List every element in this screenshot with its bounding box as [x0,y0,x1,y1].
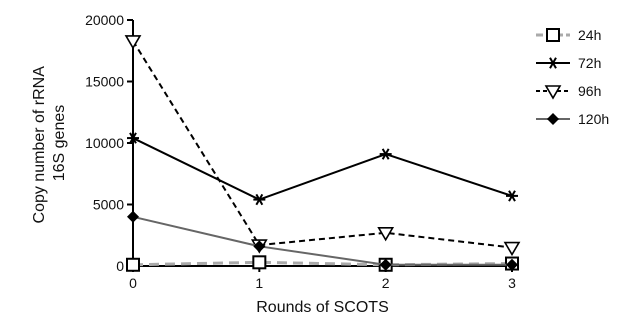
x-tick-label: 0 [129,275,137,291]
data-point-72h [379,148,392,160]
x-axis-title: Rounds of SCOTS [256,299,389,316]
legend-item-72h: 72h [536,55,601,71]
y-axis-title-line-1: Copy number of rRNA [31,66,48,224]
legend-marker [547,113,559,125]
y-tick-label: 20000 [85,12,124,28]
data-point-96h [124,35,142,50]
legend-label: 120h [578,111,609,127]
data-point-96h [377,226,395,242]
y-tick-label: 5000 [93,197,124,213]
data-point-24h [126,257,140,272]
data-point-24h [252,255,267,270]
data-point-120h [506,258,518,271]
series-group [124,35,521,272]
data-point-120h [253,240,266,253]
x-tick-label: 3 [508,275,516,291]
x-tick-label: 2 [382,275,390,291]
legend-label: 72h [578,55,601,71]
y-tick-label: 15000 [85,74,124,90]
x-tick-label: 1 [255,275,263,291]
series-line-72h [132,137,513,201]
legend-label: 24h [578,27,601,43]
series-72h [127,132,518,206]
series-96h [124,35,521,257]
series-line-120h [132,215,512,266]
series-24h [126,255,519,272]
series-line-96h [132,40,513,249]
legend-marker [547,57,559,69]
legend-item-96h: 96h [536,83,601,100]
legend-marker [546,28,560,42]
ticks: 0 5000 10000 15000 20000 0 1 2 3 [85,12,516,291]
data-point-72h [127,132,139,144]
y-tick-label: 0 [116,258,124,274]
data-point-120h [127,210,139,223]
legend-marker [544,85,562,100]
y-tick-label: 10000 [85,135,124,151]
legend-item-24h: 24h [536,27,601,43]
data-point-120h [379,258,392,271]
data-point-72h [506,190,518,202]
y-axis-title: Copy number of rRNA 16S genes [31,63,68,224]
legend-label: 96h [578,83,601,99]
legend: 24h 72h 96h 120h [536,27,609,127]
legend-item-120h: 120h [536,111,609,127]
data-point-72h [253,193,266,206]
data-point-96h [503,241,521,257]
y-axis-title-line-2: 16S genes [51,105,68,182]
series-120h [127,210,518,271]
